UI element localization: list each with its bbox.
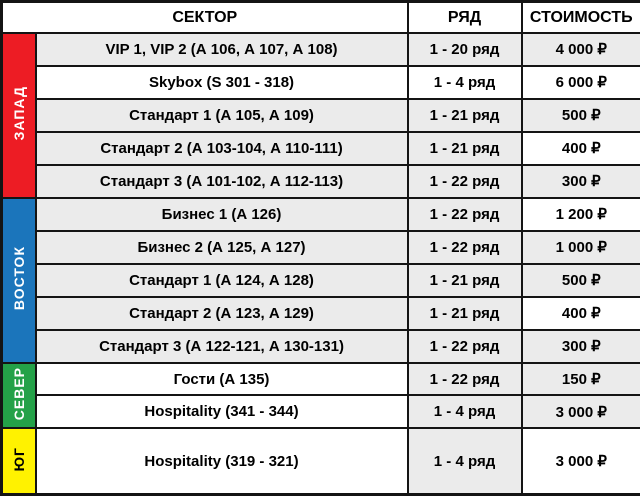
section-label: ВОСТОК (10, 246, 27, 311)
row-range-cell: 1 - 22 ряд (406, 163, 523, 199)
table-row: Бизнес 2 (А 125, А 127) 1 - 22 ряд 1 000 ₽ (2, 229, 640, 265)
row-range-cell: 1 - 22 ряд (406, 196, 523, 232)
price-cell: 400 ₽ (520, 295, 640, 331)
sector-cell: Skybox (S 301 - 318) (34, 64, 409, 100)
price-cell: 300 ₽ (520, 163, 640, 199)
row-range-cell: 1 - 22 ряд (406, 361, 523, 397)
sector-cell: Бизнес 1 (А 126) (34, 196, 409, 232)
row-range-cell: 1 - 22 ряд (406, 229, 523, 265)
row-range-cell: 1 - 20 ряд (406, 32, 523, 67)
section-bar-north: СЕВЕР (0, 361, 37, 430)
price-cell: 3 000 ₽ (520, 394, 640, 430)
sector-cell: Бизнес 2 (А 125, А 127) (34, 229, 409, 265)
row-range-cell: 1 - 21 ряд (406, 130, 523, 166)
sector-cell: Стандарт 3 (А 101-102, А 112-113) (34, 163, 409, 199)
price-cell: 400 ₽ (520, 130, 640, 166)
price-cell: 1 200 ₽ (520, 196, 640, 232)
row-range-cell: 1 - 4 ряд (406, 394, 523, 430)
sector-cell: Hospitality (341 - 344) (34, 394, 409, 430)
table-row: Стандарт 3 (А 101-102, А 112-113) 1 - 22 … (2, 163, 640, 199)
table-row: Стандарт 1 (А 105, А 109) 1 - 21 ряд 500 ₽ (2, 97, 640, 133)
section-bar-west: ЗАПАД (0, 32, 37, 199)
header-sector: СЕКТОР (0, 0, 409, 34)
price-cell: 150 ₽ (520, 361, 640, 397)
section-bar-south: ЮГ (0, 427, 37, 496)
sector-cell: Стандарт 1 (А 105, А 109) (34, 97, 409, 133)
table-row: Стандарт 3 (А 122-121, А 130-131) 1 - 22 … (2, 328, 640, 364)
table-row: Hospitality (341 - 344) 1 - 4 ряд 3 000 ₽ (2, 394, 640, 430)
table-row: Стандарт 2 (А 103-104, А 110-111) 1 - 21 … (2, 130, 640, 166)
sector-cell: Hospitality (319 - 321) (34, 427, 409, 496)
price-table-body: ЗАПАД VIP 1, VIP 2 (А 106, А 107, А 108) 1… (0, 32, 640, 496)
table-row: ВОСТОК Бизнес 1 (А 126) 1 - 22 ряд 1 200 ₽ (0, 196, 640, 364)
sector-cell: Гости (А 135) (34, 361, 409, 397)
section-label: СЕВЕР (10, 366, 27, 421)
table-row: ЮГ Hospitality (319 - 321) 1 - 4 ряд 3 000 … (0, 427, 640, 496)
price-cell: 3 000 ₽ (520, 427, 640, 496)
section-label: ЮГ (10, 447, 27, 472)
table-row: ЗАПАД VIP 1, VIP 2 (А 106, А 107, А 108) 1… (0, 32, 640, 199)
sector-cell: Стандарт 1 (А 124, А 128) (34, 262, 409, 298)
price-cell: 1 000 ₽ (520, 229, 640, 265)
sector-cell: Стандарт 3 (А 122-121, А 130-131) (34, 328, 409, 364)
row-range-cell: 1 - 21 ряд (406, 262, 523, 298)
table-row: Skybox (S 301 - 318) 1 - 4 ряд 6 000 ₽ (2, 64, 640, 100)
table-row: СЕВЕР Гости (А 135) 1 - 22 ряд 150 ₽ (0, 361, 640, 430)
sector-cell: Стандарт 2 (А 103-104, А 110-111) (34, 130, 409, 166)
price-cell: 500 ₽ (520, 97, 640, 133)
sector-cell: VIP 1, VIP 2 (А 106, А 107, А 108) (34, 32, 409, 67)
row-range-cell: 1 - 21 ряд (406, 97, 523, 133)
price-cell: 300 ₽ (520, 328, 640, 364)
price-cell: 6 000 ₽ (520, 64, 640, 100)
header-row: СЕКТОР РЯД СТОИМОСТЬ (0, 0, 640, 34)
table-row: Стандарт 2 (А 123, А 129) 1 - 21 ряд 400 ₽ (2, 295, 640, 331)
header-row-range: РЯД (406, 0, 523, 34)
section-label: ЗАПАД (10, 86, 27, 141)
section-bar-east: ВОСТОК (0, 196, 37, 364)
row-range-cell: 1 - 4 ряд (406, 64, 523, 100)
row-range-cell: 1 - 22 ряд (406, 328, 523, 364)
price-cell: 500 ₽ (520, 262, 640, 298)
sector-cell: Стандарт 2 (А 123, А 129) (34, 295, 409, 331)
header-price: СТОИМОСТЬ (520, 0, 640, 34)
price-cell: 4 000 ₽ (520, 32, 640, 67)
row-range-cell: 1 - 4 ряд (406, 427, 523, 496)
row-range-cell: 1 - 21 ряд (406, 295, 523, 331)
table-row: Стандарт 1 (А 124, А 128) 1 - 21 ряд 500 ₽ (2, 262, 640, 298)
